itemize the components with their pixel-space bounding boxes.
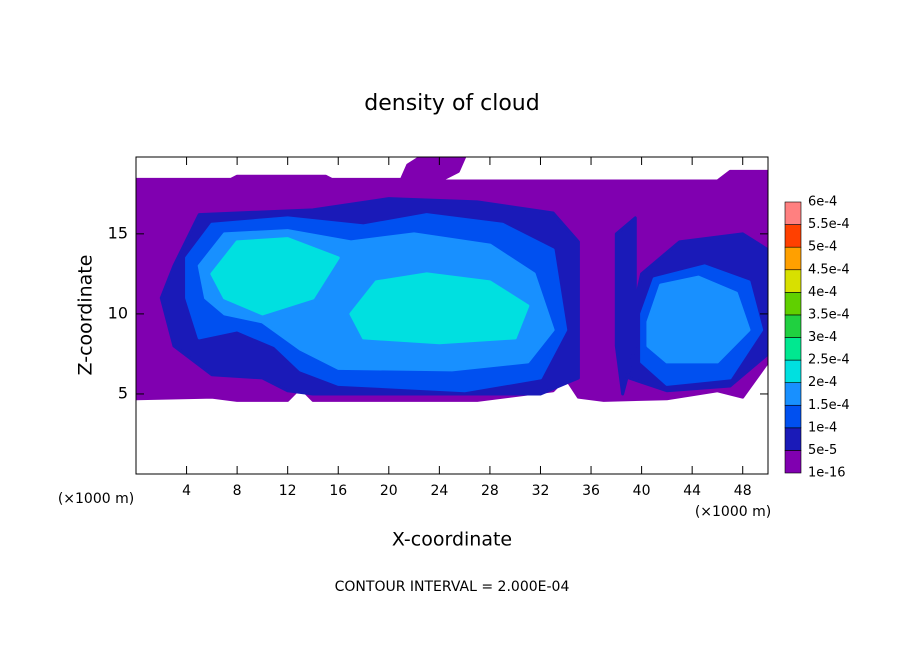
- colorbar-label: 1e-4: [808, 420, 837, 435]
- colorbar-label: 2.5e-4: [808, 353, 850, 368]
- x-tick-label: 28: [481, 483, 499, 499]
- colorbar-box: [784, 382, 802, 406]
- colorbar-box: [784, 404, 802, 429]
- colorbar-box: [784, 292, 802, 316]
- x-tick-label: 24: [430, 483, 448, 499]
- y-tick-label: 5: [118, 383, 128, 402]
- colorbar-label: 2e-4: [808, 375, 837, 390]
- contour-region: [646, 275, 751, 364]
- x-tick-label: 48: [734, 483, 752, 499]
- x-tick-label: 4: [182, 483, 191, 499]
- colorbar-box: [784, 314, 802, 338]
- x-tick-label: 40: [633, 483, 651, 499]
- colorbar-box: [784, 246, 802, 271]
- x-tick-label: 16: [329, 483, 347, 499]
- x-tick-label: 44: [683, 483, 701, 499]
- colorbar-label: 5.5e-4: [808, 217, 850, 232]
- x-tick-label: 32: [532, 483, 550, 499]
- contour-region: [614, 216, 637, 396]
- x-tick-label: 8: [233, 483, 242, 499]
- colorbar-box: [784, 450, 802, 474]
- contour-note: CONTOUR INTERVAL = 2.000E-04: [335, 579, 570, 595]
- colorbar-label: 3e-4: [808, 330, 837, 345]
- contour-region: [210, 237, 340, 316]
- x-tick-label: 36: [582, 483, 600, 499]
- colorbar-label: 1.5e-4: [808, 398, 850, 413]
- colorbar-box: [784, 269, 802, 293]
- x-tick-label: 20: [380, 483, 398, 499]
- colorbar-label: 5e-4: [808, 240, 837, 255]
- x-unit-label: (×1000 m): [695, 504, 771, 520]
- contour-field: [136, 157, 768, 402]
- colorbar-box: [784, 427, 802, 451]
- colorbar-label: 3.5e-4: [808, 307, 850, 322]
- chart-title: density of cloud: [364, 91, 539, 116]
- plot-frame: [135, 156, 769, 475]
- y-tick-label: 15: [108, 223, 128, 242]
- colorbar-label: 1e-16: [808, 466, 846, 481]
- colorbar-box: [784, 337, 802, 361]
- colorbar-box: [784, 201, 802, 225]
- colorbar-box: [784, 359, 802, 383]
- y-axis-label: Z-coordinate: [75, 255, 97, 376]
- contour-region: [349, 272, 530, 345]
- colorbar-label: 4e-4: [808, 285, 837, 300]
- x-unit-label: (×1000 m): [58, 491, 134, 507]
- colorbar-label: 6e-4: [808, 195, 837, 210]
- x-tick-label: 12: [279, 483, 297, 499]
- colorbar-label: 4.5e-4: [808, 262, 850, 277]
- x-axis-label: X-coordinate: [392, 529, 512, 551]
- colorbar-box: [784, 224, 802, 248]
- colorbar-label: 5e-5: [808, 443, 837, 458]
- y-tick-label: 10: [108, 303, 128, 322]
